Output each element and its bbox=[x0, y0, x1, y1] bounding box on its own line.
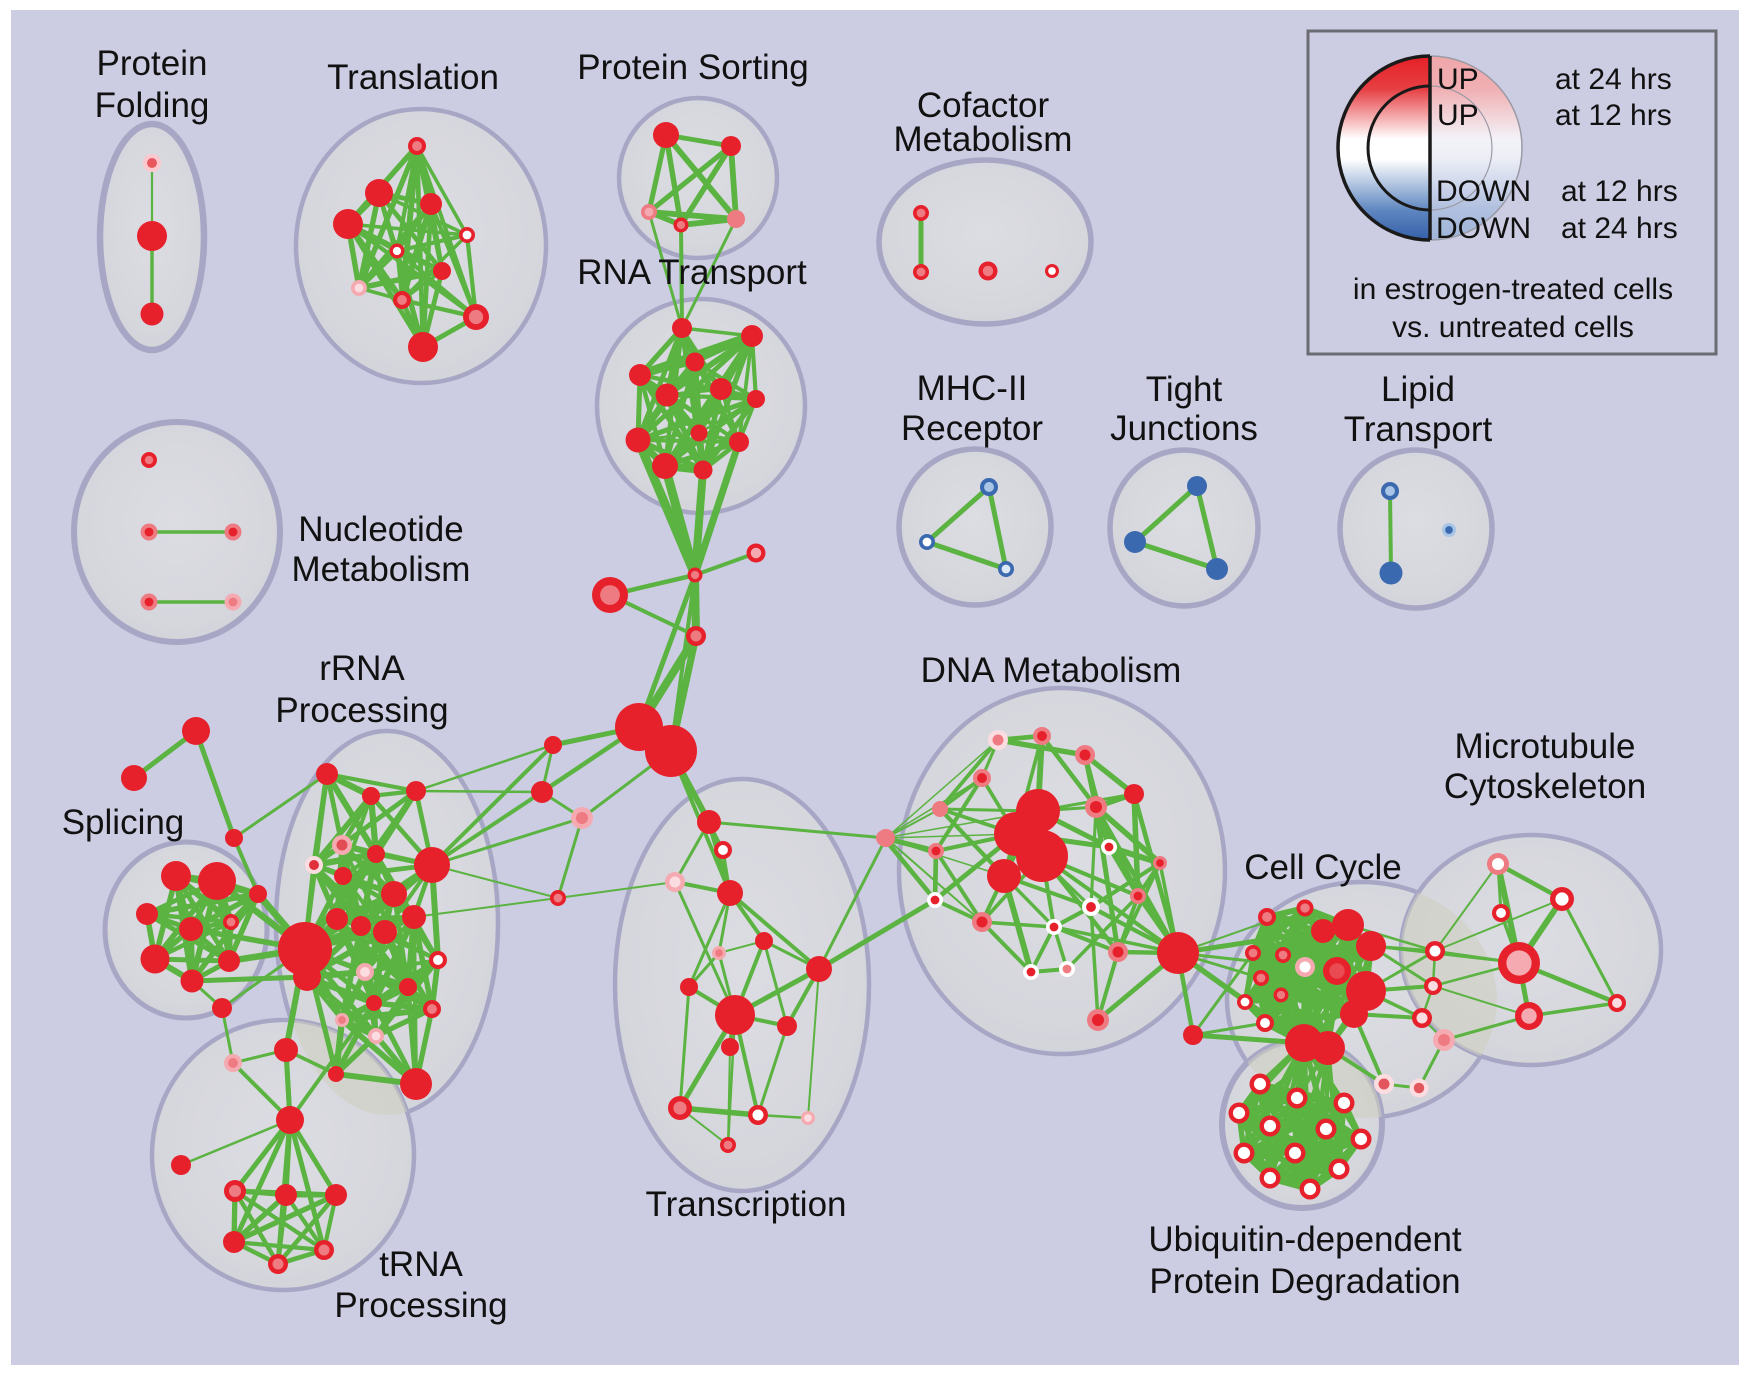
svg-text:Transport: Transport bbox=[1344, 410, 1493, 449]
svg-text:Tight: Tight bbox=[1146, 370, 1223, 409]
svg-text:Nucleotide: Nucleotide bbox=[298, 510, 463, 549]
svg-text:UP: UP bbox=[1437, 99, 1479, 132]
svg-text:RNA Transport: RNA Transport bbox=[577, 253, 807, 292]
svg-text:Receptor: Receptor bbox=[901, 409, 1043, 448]
svg-text:Junctions: Junctions bbox=[1110, 409, 1258, 448]
svg-text:Cell Cycle: Cell Cycle bbox=[1244, 848, 1402, 887]
svg-text:Protein: Protein bbox=[97, 44, 208, 83]
svg-text:vs. untreated cells: vs. untreated cells bbox=[1392, 311, 1634, 344]
svg-text:tRNA: tRNA bbox=[379, 1245, 463, 1284]
svg-text:at 12 hrs: at 12 hrs bbox=[1555, 99, 1672, 132]
svg-text:at 24 hrs: at 24 hrs bbox=[1561, 212, 1678, 245]
svg-text:in estrogen-treated cells: in estrogen-treated cells bbox=[1353, 273, 1673, 306]
svg-text:Translation: Translation bbox=[327, 58, 499, 97]
svg-text:Processing: Processing bbox=[275, 691, 448, 730]
svg-text:rRNA: rRNA bbox=[319, 649, 405, 688]
svg-text:at 24 hrs: at 24 hrs bbox=[1555, 63, 1672, 96]
svg-text:Cofactor: Cofactor bbox=[917, 86, 1050, 125]
svg-text:Protein Sorting: Protein Sorting bbox=[577, 48, 809, 87]
svg-text:Transcription: Transcription bbox=[646, 1185, 847, 1224]
svg-text:DOWN: DOWN bbox=[1436, 175, 1531, 208]
svg-text:Metabolism: Metabolism bbox=[292, 550, 471, 589]
svg-text:DNA Metabolism: DNA Metabolism bbox=[921, 651, 1182, 690]
svg-text:Protein Degradation: Protein Degradation bbox=[1149, 1262, 1460, 1301]
svg-text:UP: UP bbox=[1437, 63, 1479, 96]
svg-text:Processing: Processing bbox=[334, 1286, 507, 1325]
svg-text:Cytoskeleton: Cytoskeleton bbox=[1444, 767, 1646, 806]
svg-text:MHC-II: MHC-II bbox=[917, 369, 1028, 408]
svg-text:Microtubule: Microtubule bbox=[1455, 727, 1636, 766]
svg-text:Ubiquitin-dependent: Ubiquitin-dependent bbox=[1148, 1220, 1462, 1259]
svg-text:at 12 hrs: at 12 hrs bbox=[1561, 175, 1678, 208]
svg-text:Lipid: Lipid bbox=[1381, 370, 1455, 409]
svg-text:Folding: Folding bbox=[95, 86, 210, 125]
svg-text:Metabolism: Metabolism bbox=[894, 120, 1073, 159]
svg-text:DOWN: DOWN bbox=[1436, 212, 1531, 245]
svg-text:Splicing: Splicing bbox=[62, 803, 185, 842]
